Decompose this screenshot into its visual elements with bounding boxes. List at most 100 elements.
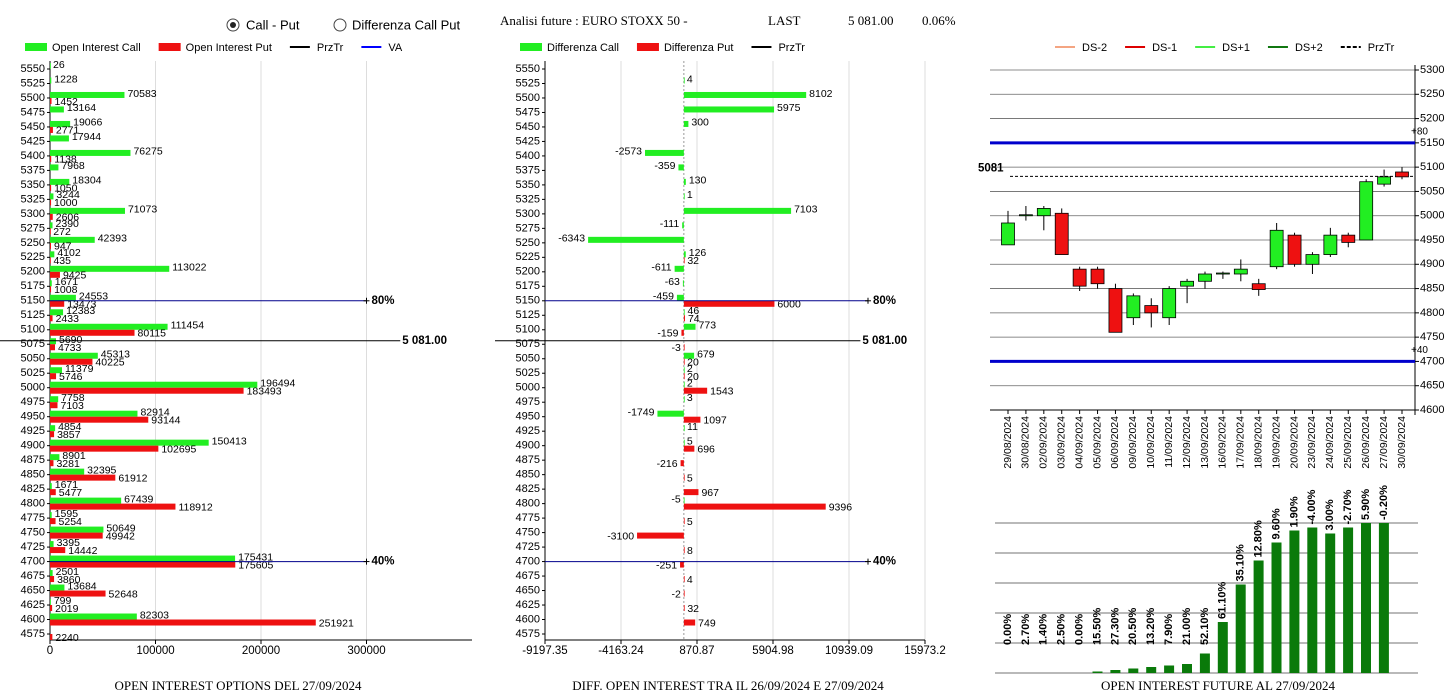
y-tick-label: 5050 — [516, 353, 540, 365]
y-tick-label: 5275 — [516, 222, 540, 234]
bar — [682, 222, 684, 229]
bar — [683, 547, 685, 554]
bar — [50, 193, 54, 200]
bar — [683, 106, 775, 113]
radio-label[interactable]: Call - Put — [246, 17, 300, 32]
bar — [50, 315, 53, 322]
bar — [50, 402, 58, 409]
value-label: 82914 — [140, 406, 169, 418]
bar — [683, 439, 685, 446]
value-label: 7103 — [794, 204, 818, 216]
radio-label[interactable]: Differenza Call Put — [352, 17, 461, 32]
bar — [50, 300, 65, 307]
value-label: 24553 — [79, 291, 108, 303]
bar — [1164, 665, 1175, 673]
bar — [50, 199, 52, 206]
instrument: Analisi future : EURO STOXX 50 - — [500, 13, 688, 28]
y-tick-label: 4950 — [21, 411, 45, 423]
value-label: 1595 — [55, 508, 79, 520]
bar — [50, 561, 236, 568]
value-label: 1543 — [710, 385, 734, 397]
bar-label: 0.00% — [1074, 614, 1086, 645]
value-label: 50649 — [106, 522, 135, 534]
x-tick-label: 200000 — [242, 645, 280, 657]
value-label: 61912 — [118, 472, 147, 484]
value-label: 2771 — [56, 125, 80, 137]
value-label: 46 — [688, 305, 700, 317]
y-tick-label: 4600 — [21, 613, 45, 625]
x-tick-label: 30/08/2024 — [1020, 416, 1032, 469]
value-label: 2240 — [55, 632, 79, 644]
bar — [674, 265, 684, 272]
radio-button[interactable] — [333, 18, 347, 32]
level-label: 40% — [873, 556, 896, 568]
bar — [1289, 530, 1300, 673]
x-tick-label: 11/09/2024 — [1163, 416, 1175, 468]
bar — [50, 222, 53, 229]
bar — [50, 460, 54, 467]
value-label: 113022 — [172, 262, 206, 274]
level-label: 5 081.00 — [402, 335, 447, 347]
value-label: -1749 — [628, 406, 655, 418]
legend-label: Open Interest Call — [52, 42, 141, 54]
value-label: 20 — [687, 357, 699, 369]
x-tick-label: 870.87 — [679, 645, 714, 657]
level-label: 5081 — [978, 162, 1004, 174]
value-label: 3244 — [56, 189, 80, 201]
value-label: 2606 — [56, 212, 80, 224]
value-label: 12383 — [66, 305, 95, 317]
chart-title: OPEN INTEREST OPTIONS DEL 27/09/2024 — [115, 678, 363, 693]
change: 0.06% — [922, 13, 956, 28]
y-tick-label: 5425 — [516, 135, 540, 147]
value-label: 102695 — [161, 443, 196, 455]
bar — [50, 590, 106, 597]
value-label: 150413 — [212, 435, 247, 447]
value-label: 17944 — [72, 131, 101, 143]
value-label: 26 — [53, 59, 65, 71]
candle-body — [1036, 208, 1051, 217]
y-tick-label: 5350 — [516, 179, 540, 191]
bar — [50, 236, 95, 243]
value-label: 2 — [687, 377, 693, 389]
value-label: 1050 — [54, 183, 78, 195]
y-tick-label: 4900 — [21, 440, 45, 452]
y-tick-label: 4900 — [516, 440, 540, 452]
value-label: 118912 — [178, 501, 212, 513]
bar-label: 5.90% — [1360, 489, 1372, 520]
chart-title: OPEN INTEREST FUTURE AL 27/09/2024 — [1101, 678, 1336, 693]
bar — [683, 605, 685, 612]
bar — [683, 367, 685, 374]
value-label: 300 — [691, 117, 709, 129]
value-label: 9425 — [63, 270, 87, 282]
value-label: 3395 — [57, 537, 81, 549]
y-tick-label: 4625 — [21, 599, 45, 611]
y-tick-label: 4825 — [516, 483, 540, 495]
bar-label: -4.00% — [1306, 489, 1318, 524]
legend-swatch — [636, 43, 659, 51]
bar — [683, 344, 685, 351]
y-tick-label: 5000 — [21, 382, 45, 394]
value-label: 4733 — [58, 342, 82, 354]
y-tick-label: 5250 — [21, 237, 45, 249]
value-label: 13684 — [67, 580, 96, 592]
value-label: 175605 — [238, 559, 273, 571]
bar — [50, 286, 52, 293]
value-label: 20 — [687, 371, 699, 383]
value-label: -459 — [653, 291, 674, 303]
y-tick-label: 5250 — [516, 237, 540, 249]
bar — [50, 599, 51, 606]
y-tick-label: 4725 — [21, 541, 45, 553]
y-tick-label: 4800 — [1420, 307, 1444, 319]
y-tick-label: 4950 — [516, 411, 540, 423]
y-tick-label: 5375 — [21, 164, 45, 176]
y-tick-label: 5000 — [1420, 210, 1444, 222]
value-label: 40225 — [95, 357, 124, 369]
bar — [50, 416, 149, 423]
candle-body — [1216, 272, 1230, 275]
bar-label: -2.70% — [1342, 489, 1354, 524]
legend-label: DS-1 — [1152, 42, 1177, 54]
value-label: 6000 — [777, 299, 801, 311]
value-label: -5 — [671, 493, 680, 505]
y-tick-label: 5100 — [21, 324, 45, 336]
bar — [50, 541, 54, 548]
